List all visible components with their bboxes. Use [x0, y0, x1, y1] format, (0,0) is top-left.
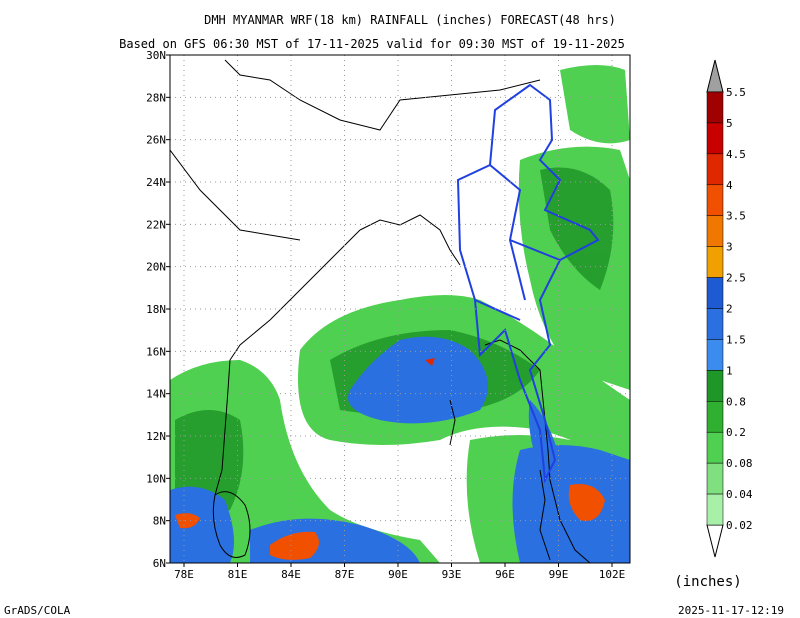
colorbar-label: 0.04 — [726, 488, 753, 501]
title: DMH MYANMAR WRF(18 km) RAINFALL (inches)… — [204, 13, 616, 27]
lat-label: 16N — [146, 345, 166, 358]
lat-label: 26N — [146, 134, 166, 147]
colorbar-label: 2.5 — [726, 272, 746, 285]
myanmar-boundary — [456, 83, 600, 484]
colorbar-label: 3.5 — [726, 210, 746, 223]
colorbar-label: 0.02 — [726, 519, 753, 532]
footer-left: GrADS/COLA — [4, 604, 71, 617]
colorbar-label: 2 — [726, 303, 733, 316]
rainfall-red — [175, 358, 605, 560]
lon-label: 81E — [228, 568, 248, 581]
lat-label: 6N — [153, 557, 166, 570]
lon-label: 78E — [174, 568, 194, 581]
lat-label: 20N — [146, 261, 166, 274]
colorbar-segment — [706, 431, 724, 464]
colorbar-label: 1.5 — [726, 333, 746, 346]
colorbar-segment — [706, 277, 724, 309]
colorbar-segment — [706, 339, 724, 371]
lat-label: 22N — [146, 218, 166, 231]
colorbar-label: 1 — [726, 364, 733, 377]
lat-label: 28N — [146, 91, 166, 104]
colorbar-bottom-arrow — [706, 524, 724, 558]
lon-label: 90E — [388, 568, 408, 581]
footer-right: 2025-11-17-12:19 — [678, 604, 784, 617]
lon-label: 102E — [599, 568, 626, 581]
colorbar-segment — [706, 493, 724, 526]
lon-label: 99E — [549, 568, 569, 581]
colorbar-segment — [706, 184, 724, 216]
lat-label: 14N — [146, 388, 166, 401]
lat-label: 10N — [146, 472, 166, 485]
colorbar-label: 0.08 — [726, 457, 753, 470]
colorbar-label: 4.5 — [726, 148, 746, 161]
colorbar-label: 5 — [726, 117, 733, 130]
lon-label: 93E — [442, 568, 462, 581]
lon-label: 84E — [281, 568, 301, 581]
colorbar-label: 3 — [726, 241, 733, 254]
lat-label: 12N — [146, 430, 166, 443]
colorbar-label: 0.2 — [726, 426, 746, 439]
colorbar-segment — [706, 308, 724, 340]
colorbar-top-arrow — [706, 59, 724, 93]
colorbar-segment — [706, 215, 724, 247]
lat-label: 18N — [146, 303, 166, 316]
colorbar-segment — [706, 370, 724, 402]
colorbar-segment — [706, 91, 724, 124]
lat-label: 8N — [153, 515, 166, 528]
colorbar-unit: (inches) — [674, 574, 741, 590]
map-frame — [169, 54, 631, 564]
colorbar-label: 4 — [726, 179, 733, 192]
colorbar-segment — [706, 153, 724, 186]
colorbar-segment — [706, 462, 724, 495]
colorbar-label: 0.8 — [726, 395, 746, 408]
lat-label: 30N — [146, 49, 166, 62]
subtitle: Based on GFS 06:30 MST of 17-11-2025 val… — [119, 37, 625, 51]
grid: 30N 28N 26N 24N 22N 20N 18N 16N 14N 12N 10N 8N 6N 78E… — [146, 49, 630, 581]
colorbar-segment — [706, 122, 724, 155]
lon-label: 87E — [335, 568, 355, 581]
lat-label: 24N — [146, 176, 166, 189]
colorbar-label: 5.5 — [726, 86, 746, 99]
colorbar-segment — [706, 401, 724, 433]
colorbar: 5.5 5 4.5 4 3.5 3 2.5 2 1.5 1 0.8 0.2 0.08 0.04 0.02 — [706, 59, 753, 558]
map-area — [170, 59, 630, 563]
colorbar-segment — [706, 246, 724, 278]
lon-label: 96E — [495, 568, 515, 581]
